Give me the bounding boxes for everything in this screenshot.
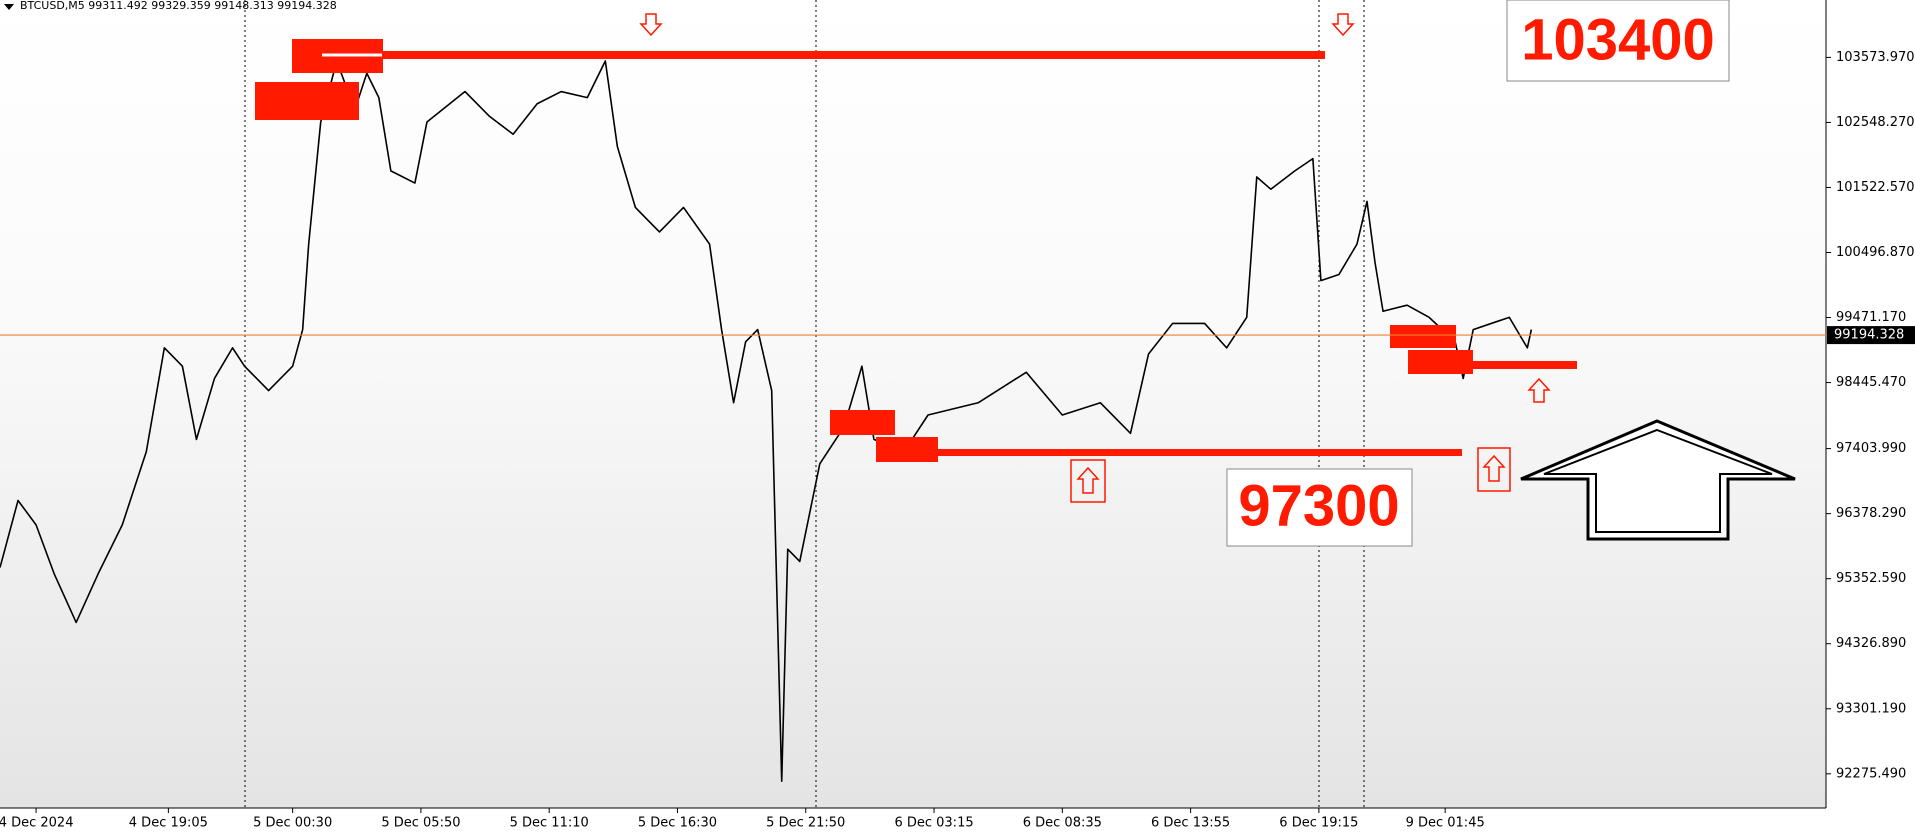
x-tick-label: 9 Dec 01:45 (1406, 816, 1485, 831)
x-tick-label: 5 Dec 21:50 (766, 816, 845, 831)
level-line (320, 51, 1325, 59)
axis-background (1826, 0, 1915, 833)
annotation-box (1226, 468, 1413, 547)
zone (1408, 350, 1473, 374)
last-price-box (1827, 326, 1915, 345)
y-tick-label: 93301.190 (1836, 701, 1906, 716)
y-tick-label: 102548.270 (1836, 115, 1915, 130)
chart-title: BTCUSD,M5 99311.492 99329.359 99148.313 … (20, 0, 337, 12)
annotation: 103400 (1521, 7, 1715, 72)
y-tick-label: 101522.570 (1836, 180, 1915, 195)
level-line (1473, 361, 1577, 369)
arrow-box (1477, 447, 1511, 492)
y-tick-label: 92275.490 (1836, 766, 1906, 781)
x-tick-label: 6 Dec 13:55 (1151, 816, 1230, 831)
header-icon (4, 4, 14, 10)
big-arrow (1520, 419, 1796, 541)
big-arrow-inner (1543, 428, 1773, 533)
x-tick-label: 6 Dec 03:15 (894, 816, 973, 831)
arrow-box (1070, 459, 1106, 503)
zone (1390, 325, 1456, 348)
x-tick-label: 6 Dec 19:15 (1279, 816, 1358, 831)
y-tick-label: 99471.170 (1836, 310, 1906, 325)
y-tick-label: 103573.970 (1836, 50, 1915, 65)
annotation-box (1506, 0, 1730, 82)
y-tick-label: 96378.290 (1836, 506, 1906, 521)
y-tick-label: 100496.870 (1836, 245, 1915, 260)
y-tick-label: 97403.990 (1836, 441, 1906, 456)
annotation: 97300 (1238, 473, 1399, 538)
plot-background (0, 0, 1826, 808)
y-tick-label: 98445.470 (1836, 375, 1906, 390)
x-tick-label: 4 Dec 19:05 (129, 816, 208, 831)
up-arrow (1482, 454, 1506, 482)
y-tick-label: 95352.590 (1836, 571, 1906, 586)
level-line (876, 449, 1462, 456)
up-arrow (1527, 377, 1551, 403)
last-price-label: 99194.328 (1834, 328, 1904, 343)
up-arrow (1076, 466, 1100, 494)
zone (830, 410, 895, 435)
price-line (0, 60, 1533, 782)
x-tick-label: 5 Dec 05:50 (381, 816, 460, 831)
axis-background (0, 808, 1826, 833)
down-arrow (639, 13, 663, 37)
zone (255, 82, 359, 120)
x-tick-label: 5 Dec 11:10 (510, 816, 589, 831)
x-tick-label: 5 Dec 00:30 (253, 816, 332, 831)
y-tick-label: 94326.890 (1836, 636, 1906, 651)
x-tick-label: 4 Dec 2024 (0, 816, 73, 831)
x-tick-label: 6 Dec 08:35 (1023, 816, 1102, 831)
down-arrow (1331, 13, 1355, 37)
x-tick-label: 5 Dec 16:30 (638, 816, 717, 831)
drawings: 103400 97300 (255, 0, 1796, 547)
